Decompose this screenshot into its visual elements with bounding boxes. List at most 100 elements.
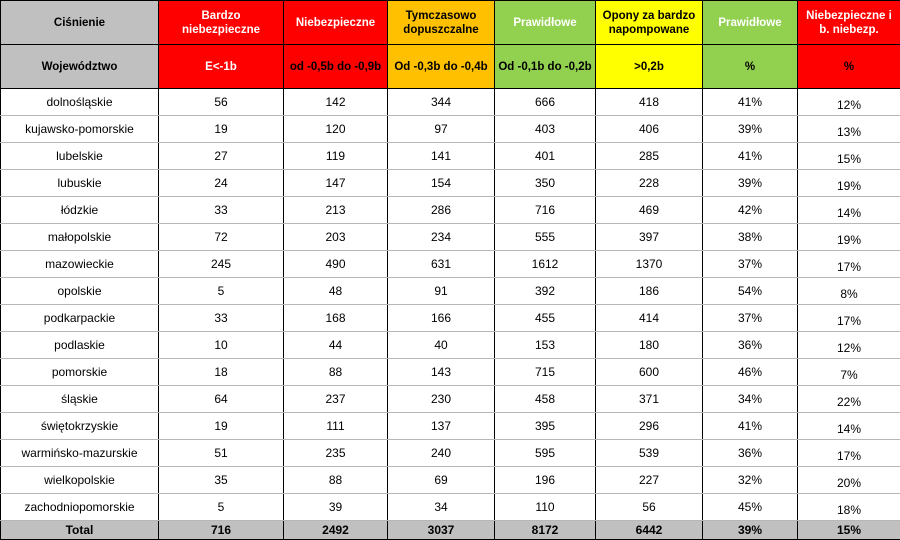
- cell-correct-percent: 32%: [703, 467, 798, 494]
- cell-correct-percent: 54%: [703, 278, 798, 305]
- cell-correct: 458: [495, 386, 596, 413]
- cell-correct: 715: [495, 359, 596, 386]
- cell-overinflated: 397: [596, 224, 703, 251]
- cell-dangerous-percent: 19%: [798, 224, 900, 251]
- cell-correct-percent: 38%: [703, 224, 798, 251]
- cell-correct-percent: 39%: [703, 170, 798, 197]
- cell-dangerous: 142: [284, 89, 388, 116]
- cell-overinflated: 180: [596, 332, 703, 359]
- cell-temporarily-acceptable: 141: [388, 143, 495, 170]
- cell-region: pomorskie: [1, 359, 159, 386]
- cell-region: lubelskie: [1, 143, 159, 170]
- cell-overinflated: 371: [596, 386, 703, 413]
- header-correct: Prawidłowe: [495, 1, 596, 45]
- cell-dangerous: 88: [284, 359, 388, 386]
- cell-temporarily-acceptable: 344: [388, 89, 495, 116]
- cell-dangerous: 44: [284, 332, 388, 359]
- cell-correct-percent: 41%: [703, 413, 798, 440]
- cell-dangerous-percent: 22%: [798, 386, 900, 413]
- cell-very-dangerous: 33: [159, 305, 284, 332]
- cell-temporarily-acceptable: 34: [388, 494, 495, 521]
- cell-very-dangerous: 18: [159, 359, 284, 386]
- cell-dangerous-percent: 14%: [798, 413, 900, 440]
- cell-region: zachodniopomorskie: [1, 494, 159, 521]
- cell-overinflated: 418: [596, 89, 703, 116]
- cell-correct: 1612: [495, 251, 596, 278]
- cell-very-dangerous: 19: [159, 413, 284, 440]
- cell-temporarily-acceptable: 40: [388, 332, 495, 359]
- cell-very-dangerous: 64: [159, 386, 284, 413]
- cell-overinflated: 469: [596, 197, 703, 224]
- cell-temporarily-acceptable: 97: [388, 116, 495, 143]
- cell-dangerous: 168: [284, 305, 388, 332]
- header-unit-temporarily-acceptable: Od -0,3b do -0,4b: [388, 45, 495, 89]
- cell-dangerous: 490: [284, 251, 388, 278]
- cell-temporarily-acceptable: 286: [388, 197, 495, 224]
- cell-correct-percent: 36%: [703, 440, 798, 467]
- cell-dangerous: 237: [284, 386, 388, 413]
- cell-dangerous: 120: [284, 116, 388, 143]
- cell-dangerous-percent: 14%: [798, 197, 900, 224]
- cell-correct: 350: [495, 170, 596, 197]
- cell-region: opolskie: [1, 278, 159, 305]
- header-dangerous: Niebezpieczne: [284, 1, 388, 45]
- header-overinflated: Opony za bardzo napompowane: [596, 1, 703, 45]
- cell-correct: 716: [495, 197, 596, 224]
- cell-correct: 403: [495, 116, 596, 143]
- cell-correct: 392: [495, 278, 596, 305]
- cell-very-dangerous: 35: [159, 467, 284, 494]
- header-unit-dangerous-percent: %: [798, 45, 900, 89]
- cell-very-dangerous: 51: [159, 440, 284, 467]
- cell-very-dangerous: 19: [159, 116, 284, 143]
- header-unit-correct-percent: %: [703, 45, 798, 89]
- cell-very-dangerous: 72: [159, 224, 284, 251]
- cell-region: podkarpackie: [1, 305, 159, 332]
- cell-dangerous-percent: 8%: [798, 278, 900, 305]
- cell-correct: 555: [495, 224, 596, 251]
- cell-dangerous-percent: 20%: [798, 467, 900, 494]
- cell-temporarily-acceptable: 69: [388, 467, 495, 494]
- cell-very-dangerous: 245: [159, 251, 284, 278]
- total-very-dangerous: 716: [159, 521, 284, 540]
- cell-temporarily-acceptable: 143: [388, 359, 495, 386]
- cell-overinflated: 227: [596, 467, 703, 494]
- cell-correct: 401: [495, 143, 596, 170]
- cell-dangerous-percent: 15%: [798, 143, 900, 170]
- cell-dangerous: 203: [284, 224, 388, 251]
- cell-correct: 395: [495, 413, 596, 440]
- cell-dangerous: 235: [284, 440, 388, 467]
- header-very-dangerous: Bardzo niebezpieczne: [159, 1, 284, 45]
- cell-overinflated: 539: [596, 440, 703, 467]
- cell-temporarily-acceptable: 234: [388, 224, 495, 251]
- cell-overinflated: 186: [596, 278, 703, 305]
- header-region: Ciśnienie: [1, 1, 159, 45]
- cell-very-dangerous: 5: [159, 278, 284, 305]
- header-unit-region: Województwo: [1, 45, 159, 89]
- cell-dangerous-percent: 12%: [798, 332, 900, 359]
- total-region: Total: [1, 521, 159, 540]
- cell-temporarily-acceptable: 631: [388, 251, 495, 278]
- cell-very-dangerous: 56: [159, 89, 284, 116]
- cell-correct: 666: [495, 89, 596, 116]
- cell-correct-percent: 41%: [703, 143, 798, 170]
- cell-correct: 595: [495, 440, 596, 467]
- cell-overinflated: 56: [596, 494, 703, 521]
- cell-dangerous-percent: 18%: [798, 494, 900, 521]
- cell-correct-percent: 45%: [703, 494, 798, 521]
- cell-dangerous-percent: 13%: [798, 116, 900, 143]
